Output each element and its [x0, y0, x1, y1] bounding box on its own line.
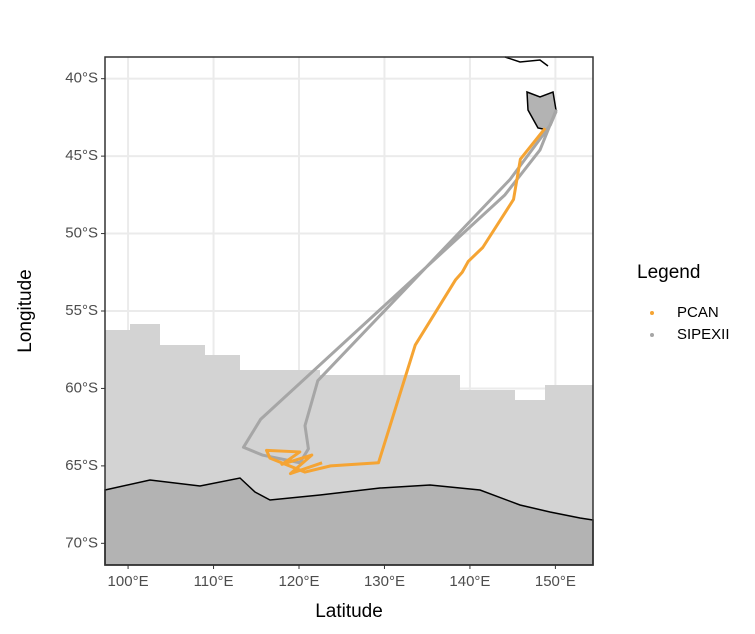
track-line — [241, 109, 558, 465]
legend-label: PCAN — [677, 304, 719, 321]
x-tick-label: 120°E — [278, 573, 319, 590]
coastline — [504, 56, 549, 67]
legend-key — [650, 333, 654, 337]
x-tick-label: 140°E — [449, 573, 490, 590]
y-tick-label: 50°S — [65, 225, 98, 242]
y-tick-label: 60°S — [65, 379, 98, 396]
x-tick-label: 100°E — [108, 573, 149, 590]
y-axis-title: Longitude — [15, 269, 36, 352]
y-tick-label: 40°S — [65, 70, 98, 87]
legend-title: Legend — [637, 262, 700, 283]
x-tick-label: 110°E — [194, 573, 234, 590]
x-tick-label: 130°E — [364, 573, 405, 590]
y-tick-label: 45°S — [65, 147, 98, 164]
y-tick-label: 65°S — [65, 457, 98, 474]
x-tick-label: 150°E — [535, 573, 576, 590]
tracks — [241, 109, 558, 476]
y-tick-label: 55°S — [65, 302, 98, 319]
x-axis-title: Latitude — [315, 601, 383, 622]
legend-label: SIPEXII — [677, 326, 730, 343]
track-line — [265, 127, 547, 476]
legend-key — [650, 311, 654, 315]
y-tick-label: 70°S — [65, 534, 98, 551]
